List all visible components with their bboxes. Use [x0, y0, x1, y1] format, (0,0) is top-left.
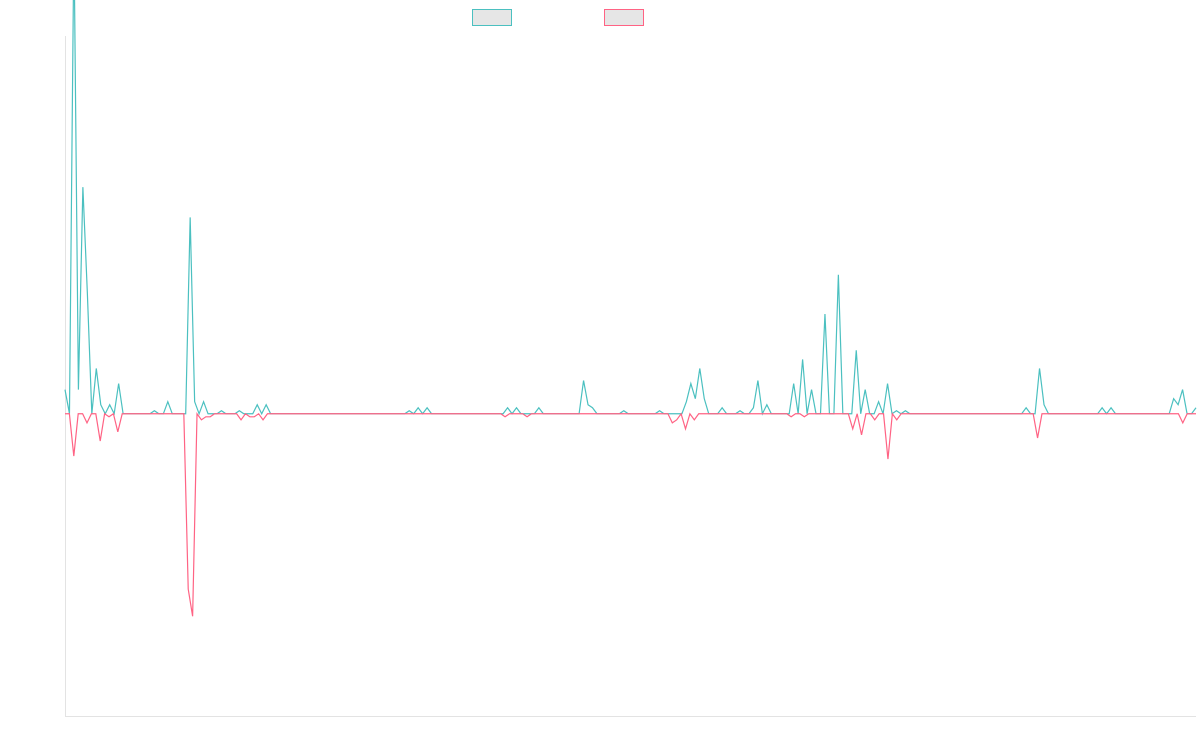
series-line-2	[65, 411, 1196, 617]
series-line-1	[64, 0, 1197, 416]
legend-swatch-series-2	[604, 9, 644, 26]
series-layer	[64, 0, 1197, 617]
legend-swatch-series-1	[472, 9, 512, 26]
legend	[0, 9, 1200, 27]
legend-item-series-2[interactable]	[604, 9, 650, 26]
legend-item-series-1[interactable]	[472, 9, 518, 26]
